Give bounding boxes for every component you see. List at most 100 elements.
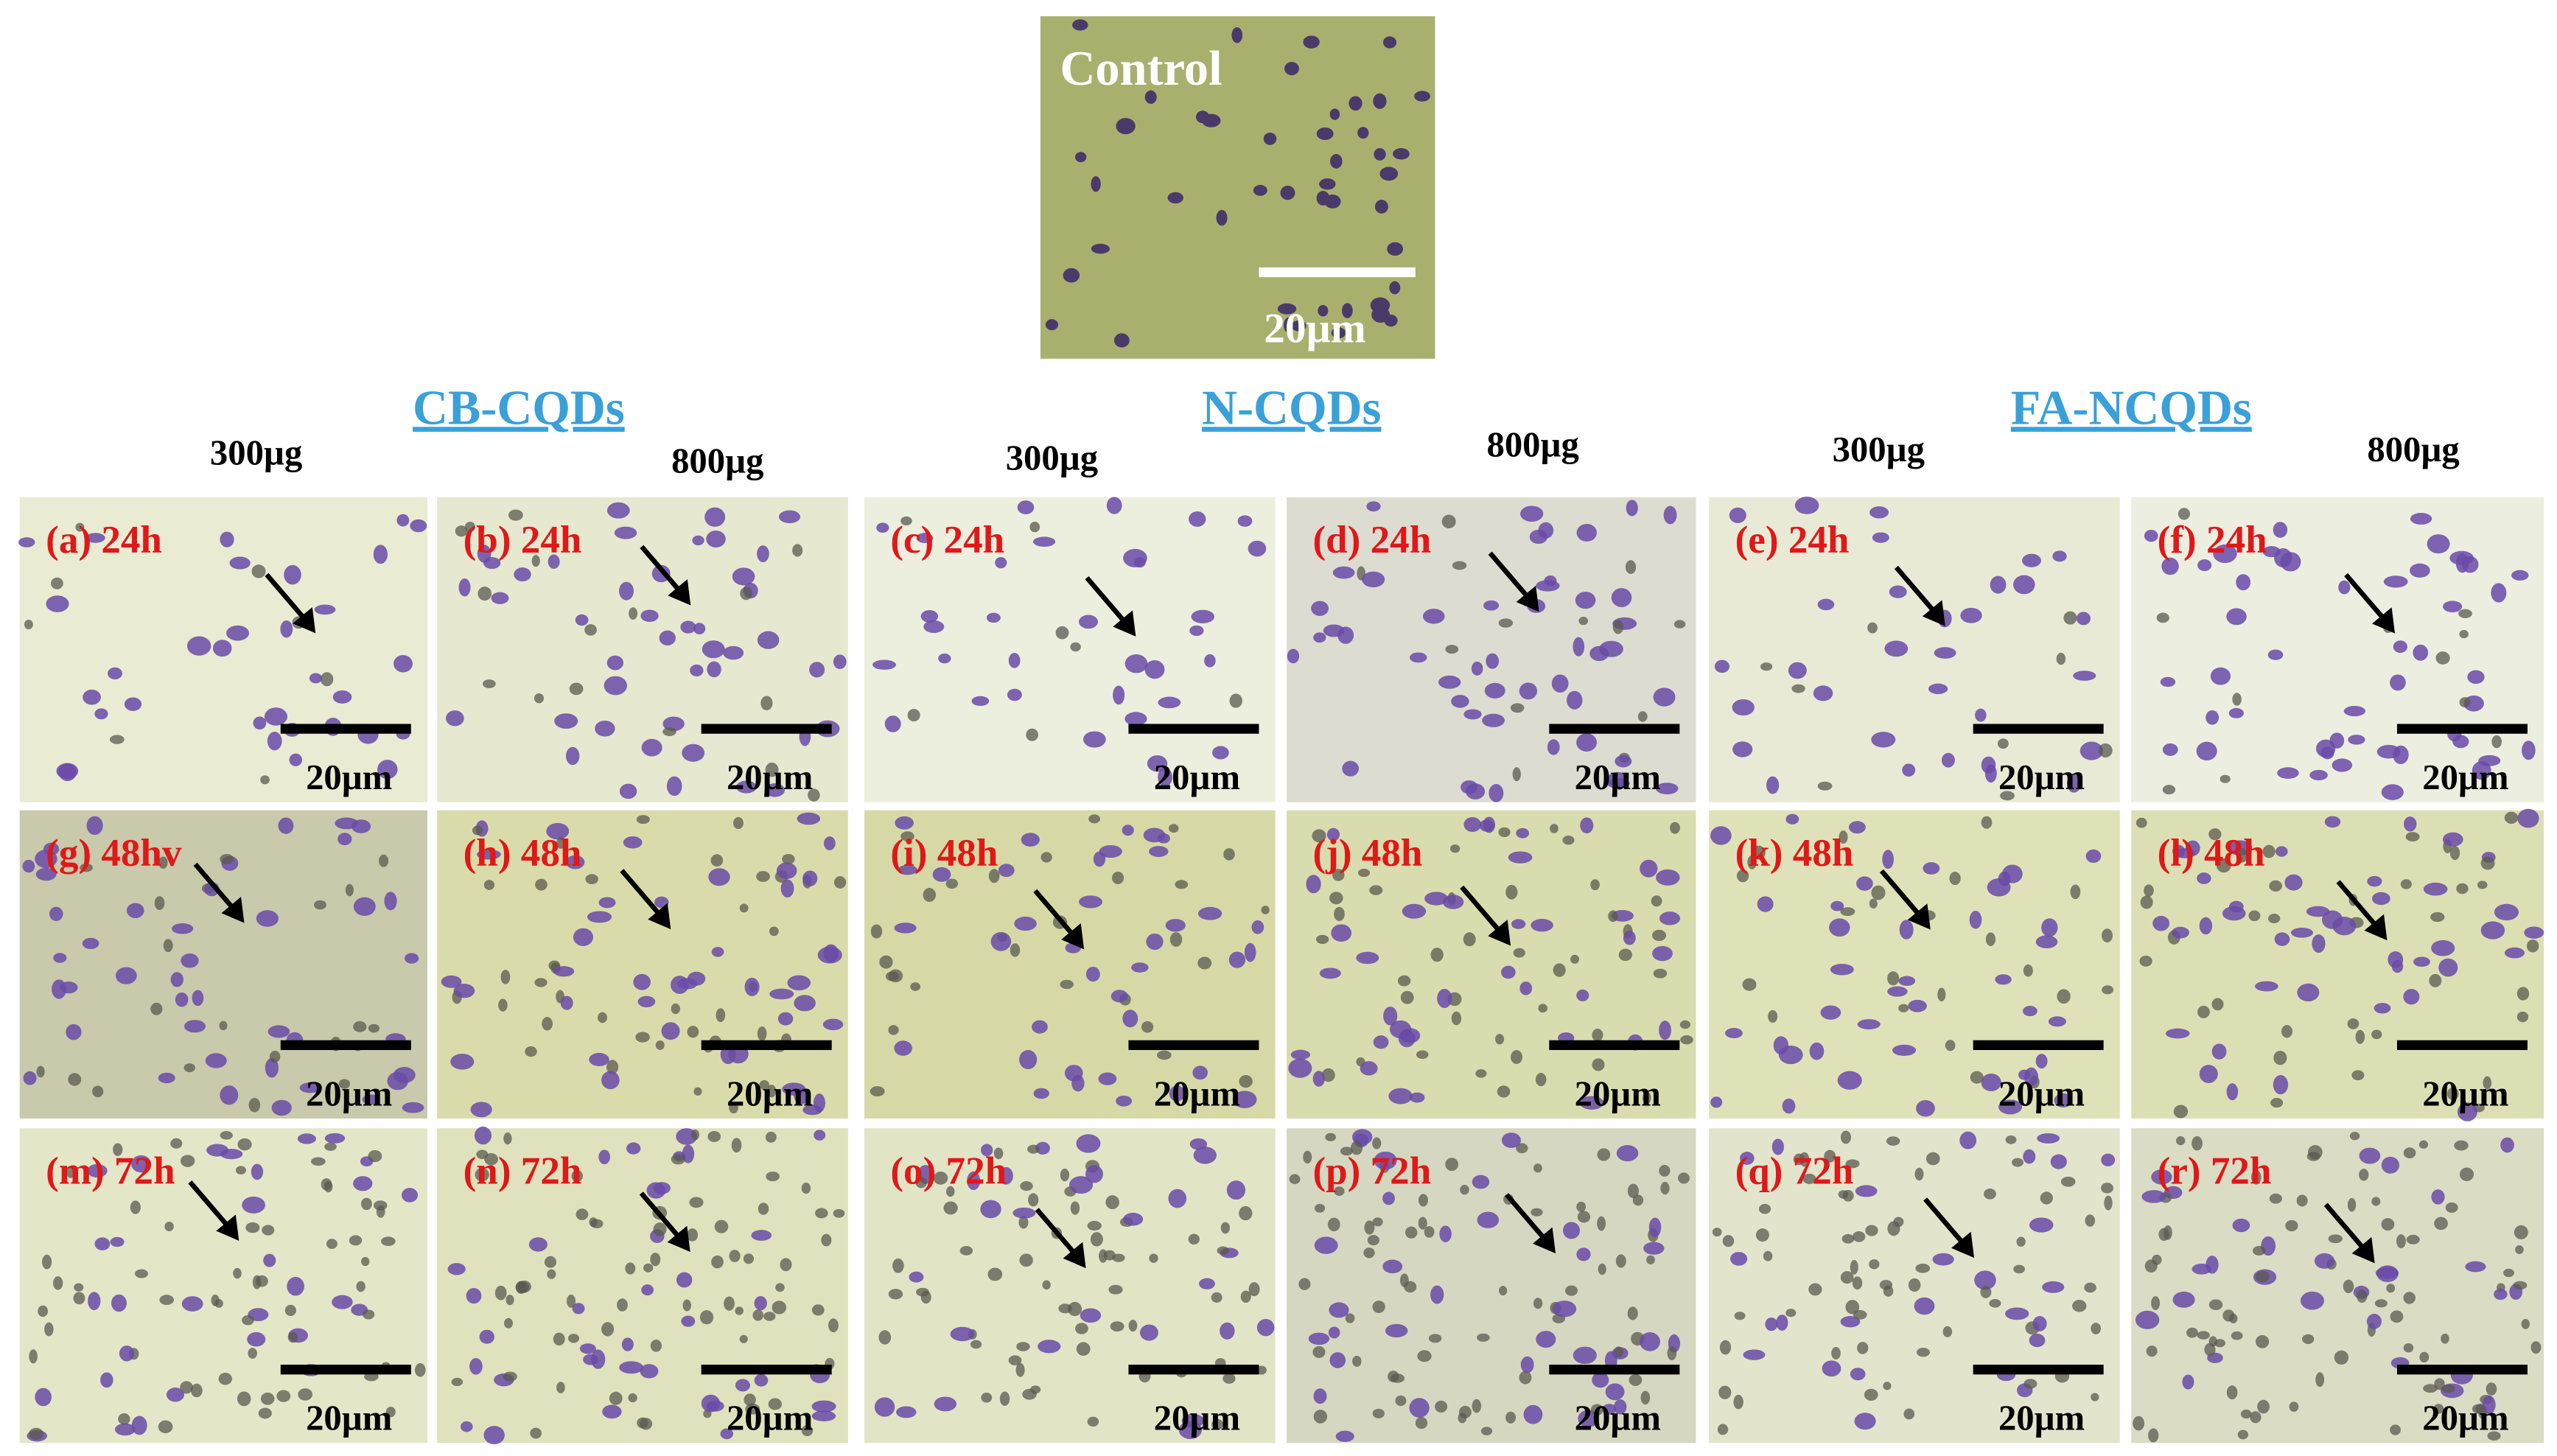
cell	[546, 822, 570, 840]
cell	[1019, 1049, 1038, 1070]
cell	[1717, 1424, 1729, 1435]
cell	[2023, 964, 2033, 977]
micrograph-panel	[437, 810, 848, 1119]
cell	[1331, 924, 1352, 942]
scale-bar	[2396, 724, 2528, 734]
cell	[1463, 709, 1482, 720]
cell	[220, 531, 234, 547]
cell	[1981, 816, 1993, 829]
cell	[2486, 1382, 2497, 1396]
cell	[1449, 844, 1461, 853]
cell	[2348, 735, 2365, 745]
cell	[1791, 684, 1805, 693]
cell	[2487, 1431, 2501, 1441]
cell	[598, 1149, 611, 1165]
cell	[530, 1427, 542, 1439]
cell	[920, 609, 939, 623]
cell	[970, 1340, 982, 1349]
cell	[967, 1171, 981, 1191]
cell	[2441, 1384, 2455, 1393]
cell	[1590, 879, 1600, 891]
cell	[769, 988, 794, 1000]
cell	[2386, 1284, 2396, 1293]
cell	[2383, 575, 2408, 588]
cell	[2063, 611, 2077, 625]
cell	[932, 867, 951, 882]
cell	[2454, 1140, 2469, 1151]
cell	[1032, 536, 1056, 547]
cell	[1840, 907, 1855, 917]
cell	[2144, 884, 2154, 897]
cell	[1626, 500, 1638, 517]
cell	[1505, 884, 1518, 900]
cell	[2334, 1350, 2349, 1365]
cell	[1141, 1021, 1154, 1033]
cell	[1038, 1340, 1061, 1354]
micrograph-panel	[19, 810, 427, 1119]
cell	[2197, 1005, 2210, 1018]
cell	[758, 1203, 769, 1215]
cell	[1399, 1273, 1409, 1287]
cell	[1192, 1065, 1208, 1080]
scale-bar	[1973, 724, 2104, 734]
cell	[1405, 1226, 1418, 1239]
cell	[2390, 1310, 2404, 1323]
scale-bar	[1549, 724, 1680, 734]
cell	[692, 535, 704, 546]
cell	[1733, 1394, 1743, 1410]
cell	[2040, 1191, 2053, 1205]
cell	[1573, 1346, 1597, 1365]
arrow-head	[2372, 607, 2396, 634]
cell	[287, 1276, 304, 1296]
cell	[598, 897, 616, 909]
arrow	[640, 545, 683, 594]
cell	[108, 667, 122, 680]
micrograph-image	[1287, 1128, 1696, 1443]
cell	[1655, 783, 1679, 795]
cell	[1489, 784, 1504, 802]
cell	[483, 679, 496, 688]
cell	[2371, 1197, 2381, 1206]
cell	[1902, 763, 1916, 777]
cell	[1085, 1165, 1103, 1183]
cell	[640, 609, 659, 623]
cell	[1424, 1226, 1435, 1238]
scale-label: 20µm	[2422, 757, 2508, 797]
cell	[1451, 1011, 1462, 1026]
cell	[159, 1295, 175, 1306]
cell	[2459, 629, 2469, 639]
cell	[1640, 1390, 1651, 1405]
cell	[53, 953, 67, 963]
cell	[1169, 1085, 1185, 1102]
cell	[1372, 1137, 1382, 1149]
cell	[1103, 1250, 1116, 1261]
cell	[633, 973, 651, 990]
cell	[1111, 871, 1124, 885]
scale-label: 20µm	[727, 757, 813, 797]
cell	[757, 1026, 767, 1041]
cell	[2029, 1333, 2046, 1348]
cell	[1158, 696, 1181, 709]
cell	[2457, 1102, 2477, 1121]
cell	[252, 1275, 262, 1289]
cell	[124, 697, 142, 711]
cell	[2228, 707, 2244, 718]
cell	[110, 1236, 125, 1247]
cell	[1712, 1228, 1722, 1237]
scale-label: 20µm	[1575, 757, 1661, 797]
cell	[1852, 1276, 1863, 1290]
panel-label: (o) 72h	[890, 1149, 1007, 1192]
cell	[1287, 648, 1300, 664]
cell	[1414, 91, 1430, 102]
cell	[284, 564, 301, 585]
cell	[2237, 1429, 2249, 1440]
cell	[1289, 1174, 1301, 1184]
cell	[1648, 1217, 1662, 1237]
cell	[1959, 1131, 1977, 1149]
cell	[74, 1283, 84, 1292]
cell	[503, 1371, 517, 1382]
cell	[49, 906, 63, 922]
cell	[659, 630, 676, 646]
cell	[1653, 687, 1676, 707]
cell	[885, 971, 899, 981]
